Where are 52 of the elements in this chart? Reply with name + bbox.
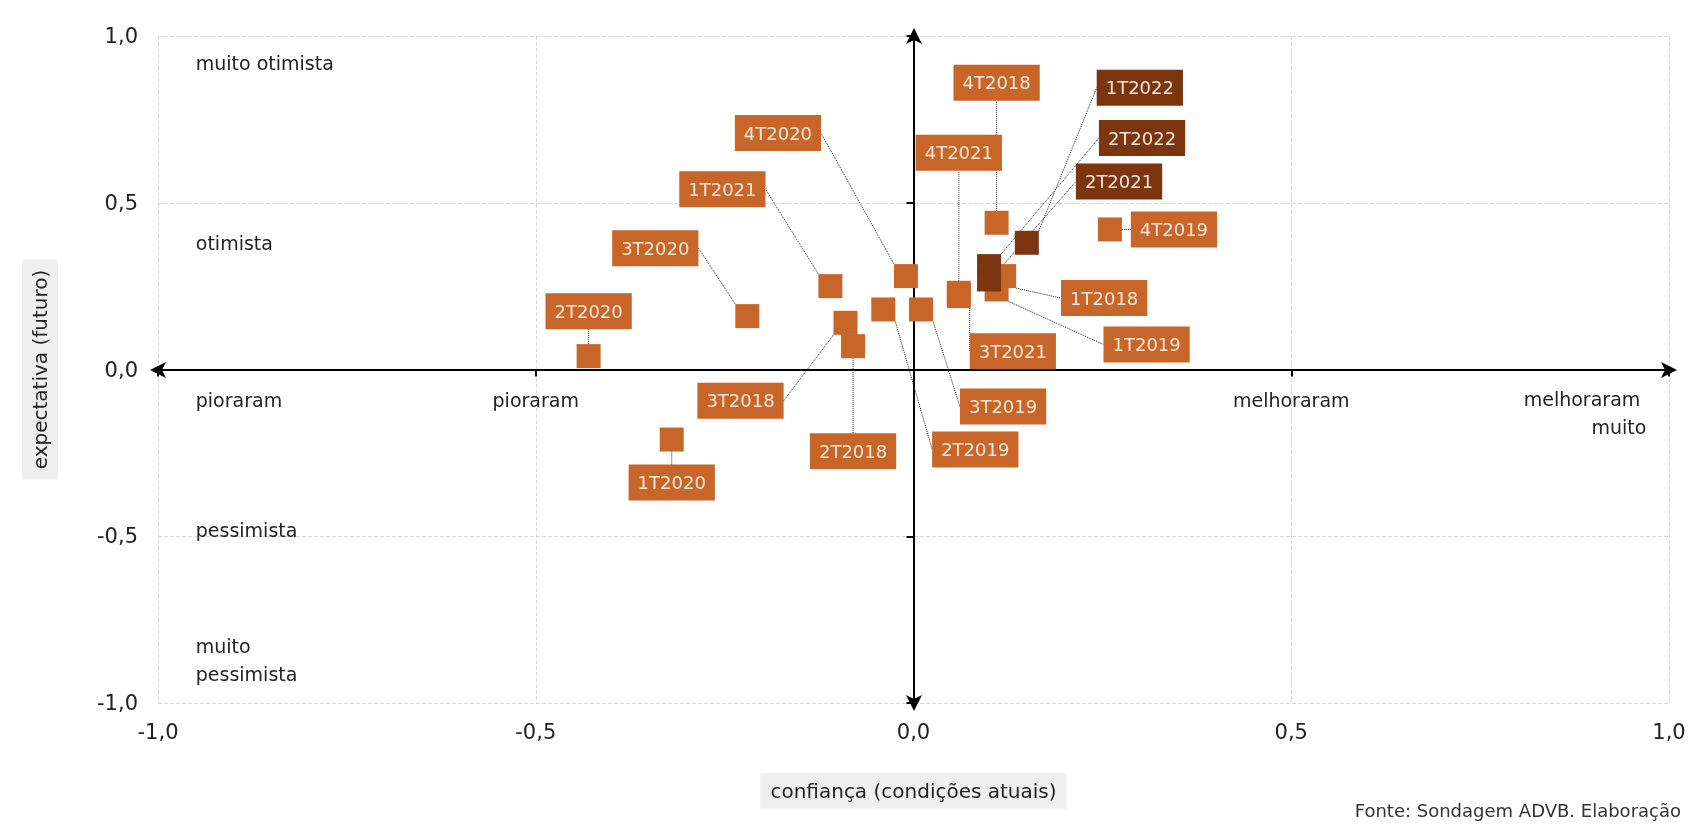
y-tick-label: -1,0 [97, 691, 138, 715]
data-label: 2T2022 [1107, 127, 1177, 149]
data-label: 1T2019 [1112, 333, 1181, 355]
y-tick-label: 0,0 [104, 357, 138, 382]
x-tick-label: -0,5 [515, 719, 557, 744]
source-note: Fonte: Sondagem ADVB. Elaboração [1354, 799, 1682, 821]
data-label: 1T2022 [1105, 77, 1174, 99]
annotation: muito pessimista [195, 634, 298, 685]
data-label: 4T2019 [1139, 218, 1209, 240]
point [833, 310, 858, 335]
data-label: 3T2019 [968, 395, 1038, 417]
point [893, 264, 918, 289]
data-label: 4T2020 [743, 122, 813, 144]
point [1014, 230, 1039, 255]
point [1097, 217, 1122, 242]
data-label: 4T2021 [924, 142, 993, 164]
point [576, 344, 601, 369]
point [818, 274, 843, 299]
annotation: pioraram [492, 388, 579, 411]
point [659, 427, 684, 452]
data-label: 3T2021 [978, 340, 1047, 362]
x-axis-title: confiança (condições atuais) [770, 779, 1057, 803]
y-tick-label: -0,5 [97, 524, 138, 549]
y-axis-title: expectativa (futuro) [28, 269, 52, 470]
annotation: otimista [195, 231, 273, 254]
data-label: 2T2020 [554, 300, 623, 322]
annotation: muito otimista [195, 51, 334, 74]
data-label: 2T2018 [818, 440, 888, 462]
y-tick-label: 0,5 [104, 190, 138, 215]
x-tick-label: 1,0 [1652, 719, 1686, 744]
data-label: 4T2018 [962, 72, 1031, 94]
annotation: melhoraram [1232, 388, 1350, 411]
point [909, 297, 934, 322]
data-label: 3T2020 [621, 237, 690, 259]
x-tick-label: -1,0 [137, 719, 179, 744]
annotation: pessimista [195, 518, 298, 541]
point [841, 334, 866, 359]
data-label: 1T2018 [1070, 287, 1139, 309]
annotation: pioraram [195, 388, 283, 411]
x-tick-label: 0,0 [896, 719, 931, 744]
annotation: melhoraram muito [1523, 387, 1647, 438]
point [871, 297, 896, 322]
data-label: 3T2018 [706, 390, 775, 412]
point [977, 254, 1002, 279]
point [984, 210, 1009, 235]
y-tick-label: 1,0 [104, 24, 138, 48]
x-tick-label: 0,5 [1274, 719, 1308, 744]
data-label: 2T2021 [1084, 170, 1154, 192]
point [735, 304, 760, 329]
data-label: 2T2019 [941, 438, 1010, 460]
data-label: 1T2020 [637, 472, 706, 494]
data-label: 1T2021 [688, 178, 757, 200]
